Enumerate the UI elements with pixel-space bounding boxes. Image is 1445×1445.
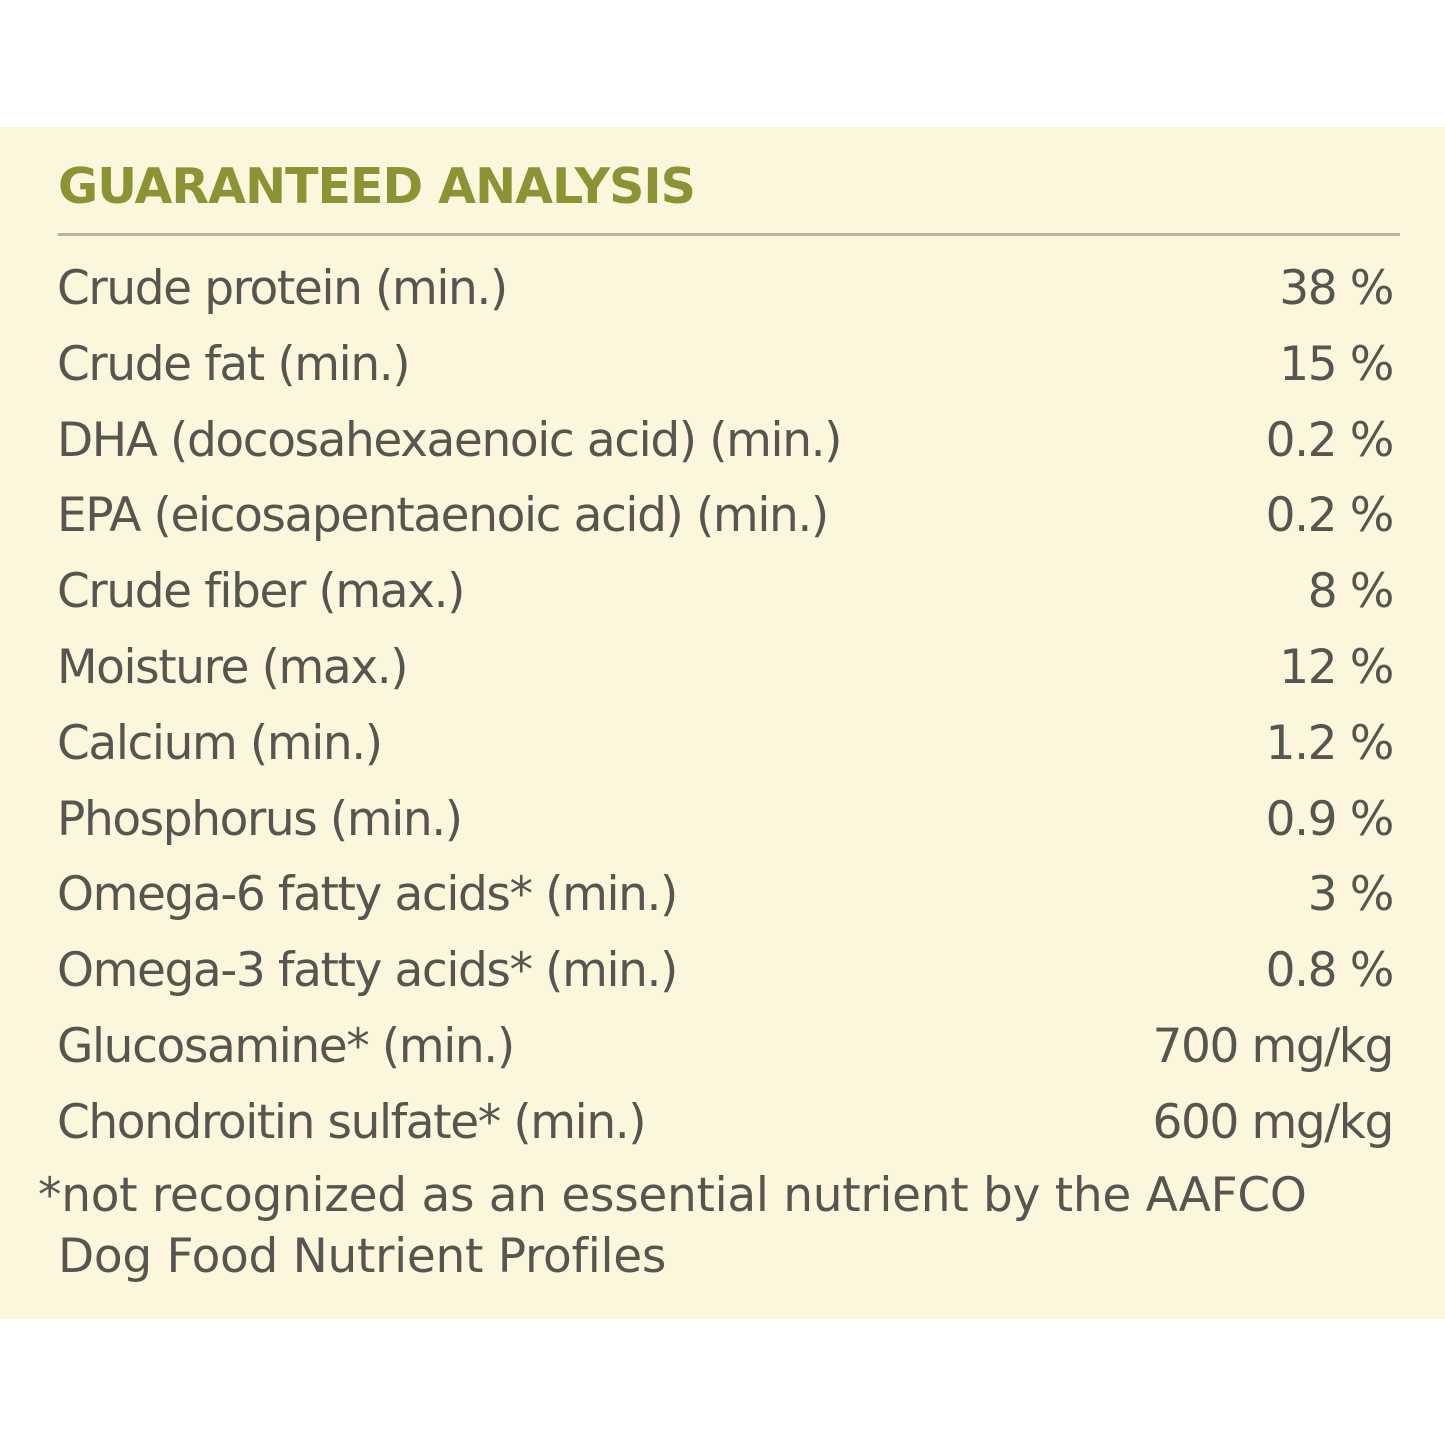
nutrient-label: Omega-3 fatty acids* (min.)	[57, 943, 678, 999]
nutrient-label: Crude protein (min.)	[57, 261, 508, 316]
nutrient-value: 0.8 %	[1265, 943, 1395, 999]
nutrient-label: Crude fiber (max.)	[57, 564, 465, 620]
analysis-row: Glucosamine* (min.) 700 mg/kg	[0, 1009, 1445, 1085]
nutrient-label: EPA (eicosapentaenoic acid) (min.)	[57, 488, 829, 544]
analysis-row: Omega-3 fatty acids* (min.) 0.8 %	[0, 933, 1445, 1009]
footnote-line-1: *not recognized as an essential nutrient…	[38, 1168, 1307, 1223]
nutrient-label: Omega-6 fatty acids* (min.)	[57, 867, 678, 923]
nutrient-label: Crude fat (min.)	[57, 336, 411, 392]
panel-title: GUARANTEED ANALYSIS	[58, 158, 696, 215]
nutrient-value: 0.9 %	[1265, 791, 1395, 847]
analysis-row: EPA (eicosapentaenoic acid) (min.) 0.2 %	[0, 478, 1445, 554]
analysis-row: Chondroitin sulfate* (min.) 600 mg/kg	[0, 1085, 1445, 1161]
nutrient-label: Moisture (max.)	[57, 639, 409, 695]
nutrient-value: 15 %	[1279, 336, 1394, 392]
guaranteed-analysis-panel	[0, 127, 1445, 1319]
title-divider	[58, 233, 1400, 236]
footnote-line-2: Dog Food Nutrient Profiles	[58, 1229, 667, 1284]
nutrient-label: Phosphorus (min.)	[57, 791, 463, 847]
analysis-row: Phosphorus (min.) 0.9 %	[0, 782, 1445, 858]
analysis-row: Omega-6 fatty acids* (min.) 3 %	[0, 857, 1445, 933]
analysis-row: Crude protein (min.) 38 %	[0, 251, 1445, 327]
nutrient-value: 700 mg/kg	[1152, 1018, 1394, 1074]
nutrient-label: DHA (docosahexaenoic acid) (min.)	[57, 412, 842, 468]
nutrient-value: 0.2 %	[1265, 488, 1395, 544]
analysis-row: DHA (docosahexaenoic acid) (min.) 0.2 %	[0, 403, 1445, 479]
nutrient-label: Chondroitin sulfate* (min.)	[57, 1094, 647, 1150]
analysis-row: Calcium (min.) 1.2 %	[0, 706, 1445, 782]
nutrient-value: 38 %	[1279, 261, 1394, 316]
analysis-table: Crude protein (min.) 38 % Crude fat (min…	[0, 251, 1445, 1161]
analysis-row: Crude fat (min.) 15 %	[0, 327, 1445, 403]
nutrient-label: Calcium (min.)	[57, 715, 383, 771]
nutrient-value: 12 %	[1279, 639, 1394, 695]
nutrient-label: Glucosamine* (min.)	[57, 1018, 515, 1074]
nutrient-value: 8 %	[1307, 564, 1395, 620]
nutrient-value: 3 %	[1307, 867, 1395, 923]
footnote: *not recognized as an essential nutrient…	[38, 1165, 1398, 1287]
nutrient-value: 600 mg/kg	[1152, 1094, 1394, 1150]
analysis-row: Crude fiber (max.) 8 %	[0, 554, 1445, 630]
nutrient-value: 0.2 %	[1265, 412, 1395, 468]
analysis-row: Moisture (max.) 12 %	[0, 630, 1445, 706]
nutrient-value: 1.2 %	[1265, 715, 1395, 771]
